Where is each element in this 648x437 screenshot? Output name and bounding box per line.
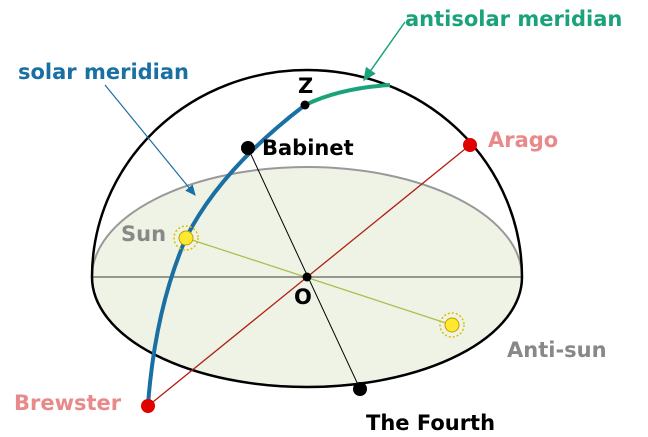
dome <box>90 68 524 278</box>
sun-icon <box>173 225 199 251</box>
fourth-label: The Fourth <box>366 411 495 435</box>
dome-base <box>90 276 524 389</box>
arrow <box>363 21 406 82</box>
origin-point <box>302 272 312 282</box>
antisun-label: Anti-sun <box>507 338 607 362</box>
origin-label: O <box>294 285 312 309</box>
antisolar-label: antisolar meridian <box>405 7 622 31</box>
sun-line <box>185 237 453 326</box>
solar-label: solar meridian <box>18 60 189 84</box>
zenith-label: Z <box>298 74 313 98</box>
arago-point <box>463 138 477 152</box>
antisun-icon <box>439 312 465 338</box>
brewster-point <box>141 399 155 413</box>
babinet-label: Babinet <box>262 136 354 160</box>
brewster-label: Brewster <box>14 391 122 415</box>
arago-label: Arago <box>488 128 558 152</box>
sun-label: Sun <box>121 222 166 246</box>
arrow <box>104 84 196 196</box>
babinet-point <box>241 141 255 155</box>
antisolar-meridian <box>304 83 391 107</box>
fourth-point <box>353 382 367 396</box>
babinet-line <box>247 147 361 390</box>
zenith-point <box>300 100 310 110</box>
